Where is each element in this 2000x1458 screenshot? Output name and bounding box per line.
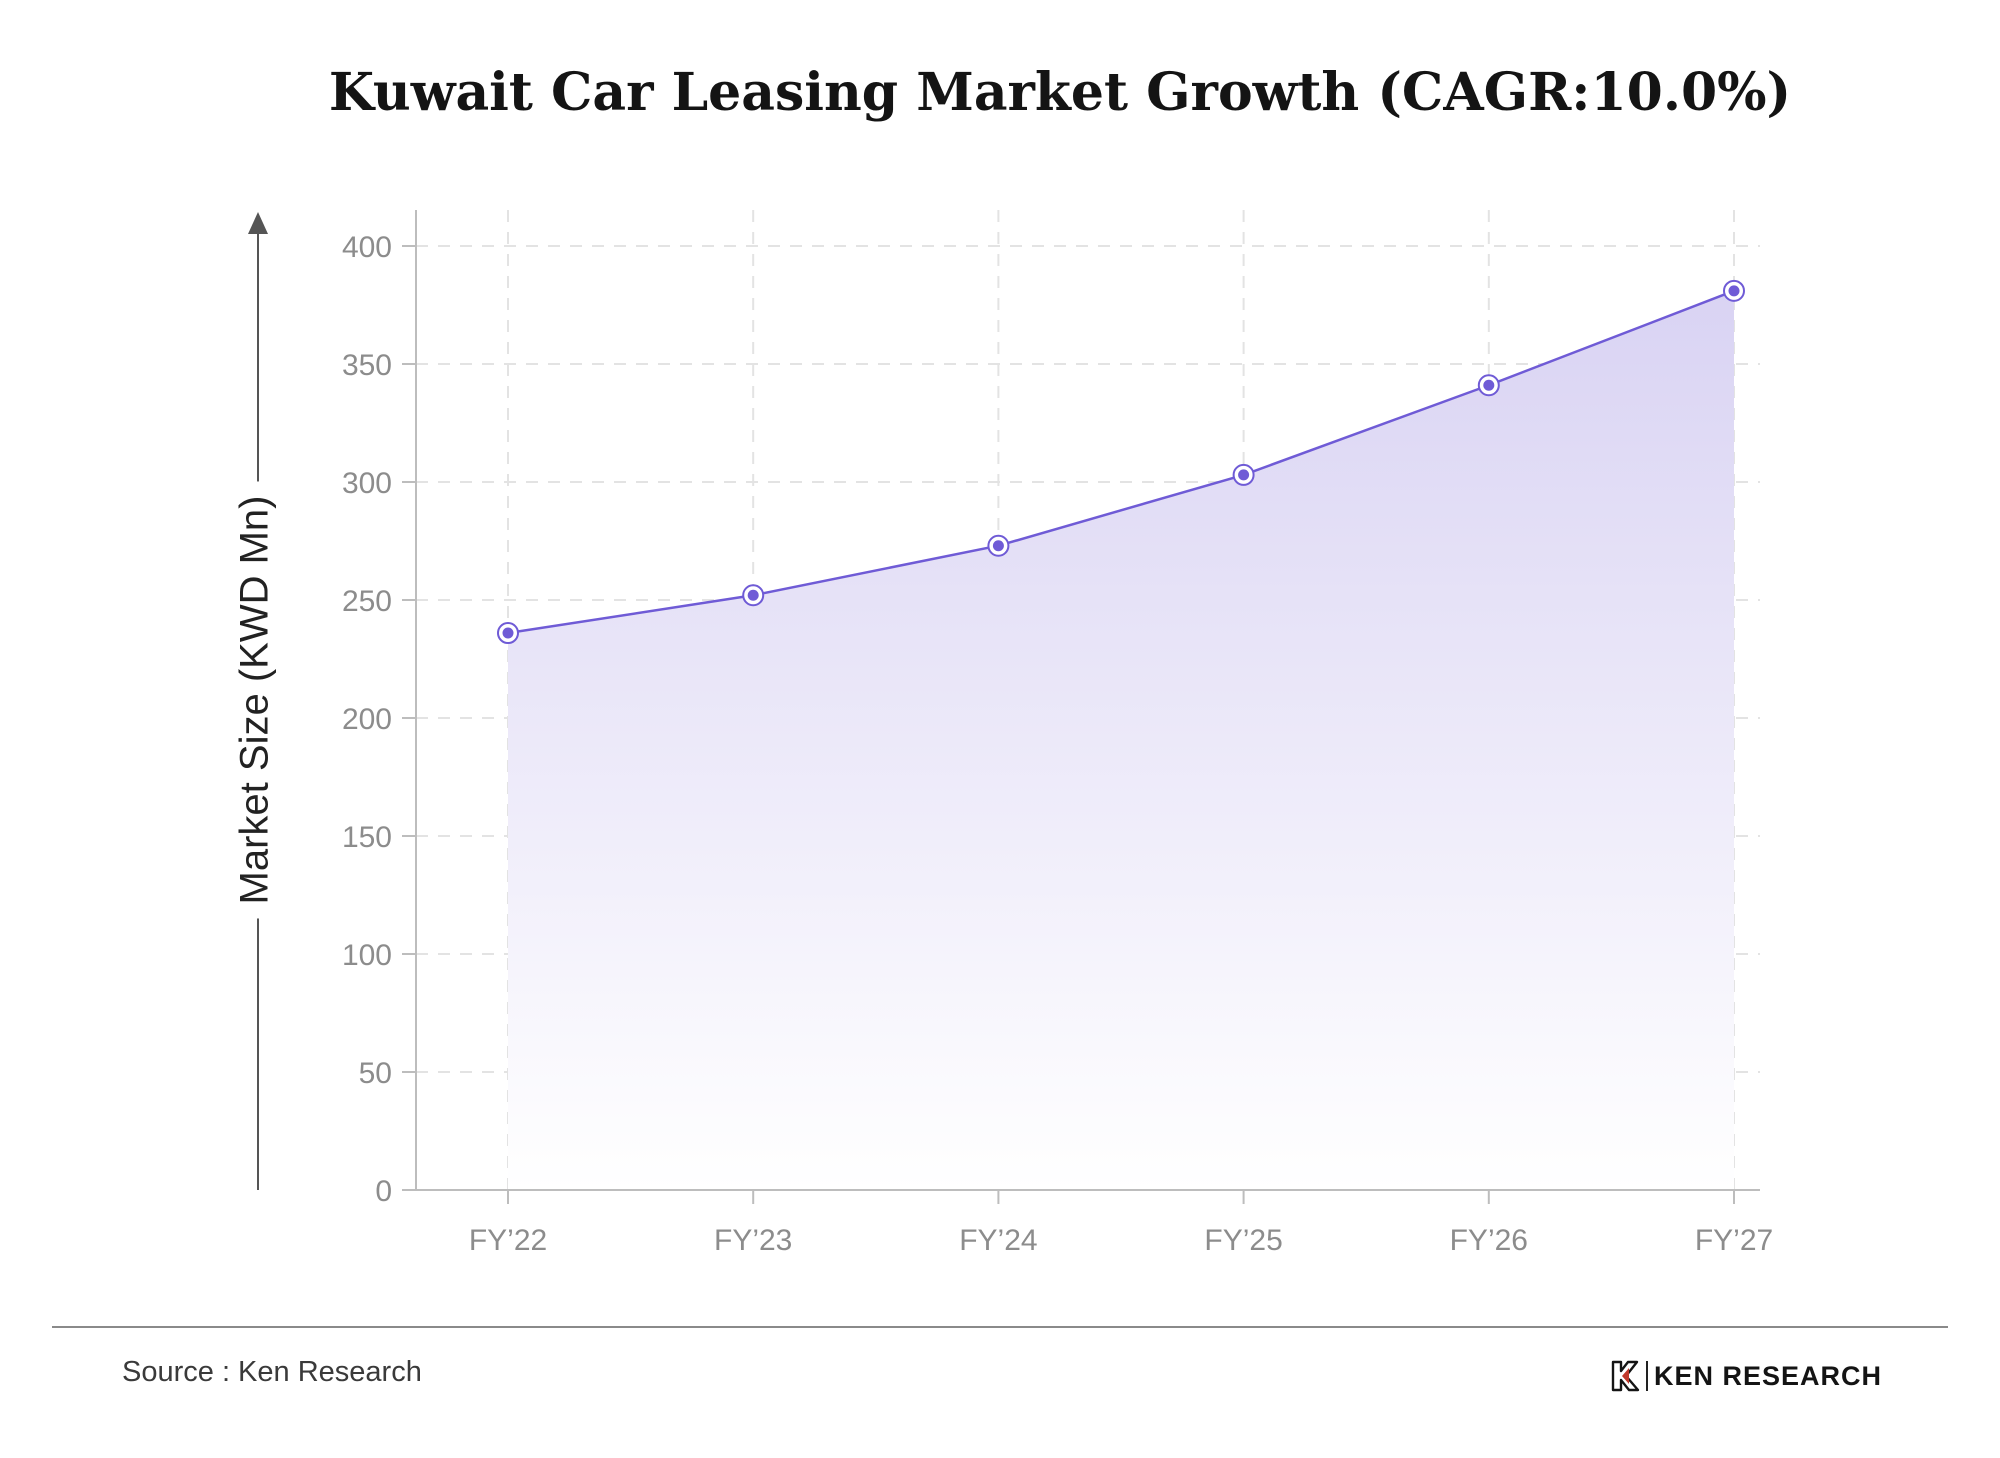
y-tick-label: 0: [375, 1175, 392, 1208]
axis-layer: [402, 210, 1760, 1204]
y-tick-label: 100: [342, 939, 392, 972]
area-layer: [507, 289, 1735, 1191]
area-chart: 0 50 100 150 200 250 300 350 400 FY’22 FY’23 FY’24…: [248, 210, 1773, 1257]
data-point: [497, 622, 519, 645]
data-point: [742, 584, 765, 607]
y-tick-label: 300: [342, 467, 392, 500]
series-line: [507, 289, 1735, 635]
data-point: [987, 534, 1010, 557]
x-tick-labels: FY’22 FY’23 FY’24 FY’25 FY’26 FY’27: [469, 1224, 1773, 1257]
brand-name: KEN RESEARCH: [1654, 1360, 1883, 1391]
data-point: [1477, 374, 1500, 397]
brand-logo: KEN RESEARCH: [1610, 1358, 1882, 1394]
y-tick-label: 200: [342, 703, 392, 736]
source-note: Source : Ken Research: [122, 1356, 422, 1388]
y-tick-label: 250: [342, 585, 392, 618]
brand-separator: [1646, 1361, 1648, 1391]
footer-divider: [52, 1326, 1948, 1328]
x-tick-label: FY’22: [469, 1224, 547, 1257]
data-point-dot: [1728, 285, 1740, 297]
data-point-dot: [992, 540, 1004, 552]
x-tick-label: FY’26: [1450, 1224, 1528, 1257]
x-tick-label: FY’23: [714, 1224, 792, 1257]
y-tick-labels: 0 50 100 150 200 250 300 350 400: [342, 231, 392, 1208]
x-tick-label: FY’25: [1204, 1224, 1282, 1257]
y-tick-label: 350: [342, 349, 392, 382]
y-tick-label: 400: [342, 231, 392, 264]
y-axis-label: Market Size (KWD Mn): [232, 481, 278, 919]
x-tick-label: FY’24: [959, 1224, 1037, 1257]
data-point: [1723, 279, 1745, 302]
x-tick-label: FY’27: [1695, 1224, 1773, 1257]
data-point-dot: [1483, 379, 1495, 391]
data-point: [1232, 463, 1255, 486]
data-point-dot: [747, 589, 759, 601]
ken-research-logo-icon: [1611, 1360, 1640, 1392]
data-point-dot: [502, 627, 514, 639]
area-fill: [508, 290, 1734, 1191]
y-tick-label: 50: [359, 1057, 392, 1090]
data-points: [497, 279, 1745, 645]
data-point-dot: [1238, 469, 1250, 481]
y-tick-label: 150: [342, 821, 392, 854]
chart-title: Kuwait Car Leasing Market Growth (CAGR:1…: [328, 62, 1792, 123]
